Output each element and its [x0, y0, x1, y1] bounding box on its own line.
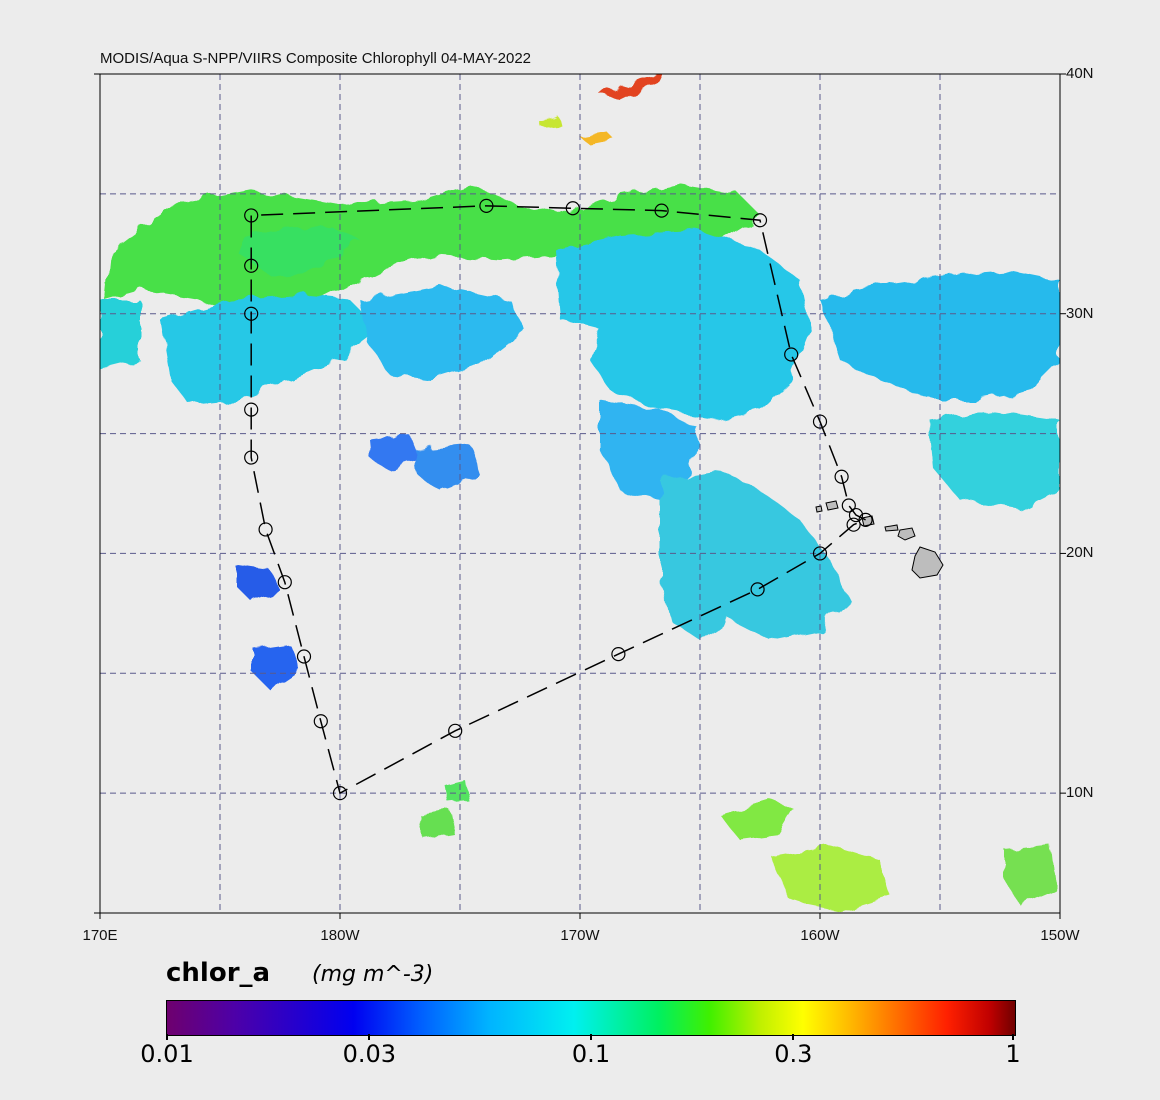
- cruise-waypoint: [258, 522, 273, 537]
- latitude-label: 40N: [1066, 65, 1094, 82]
- swath-east-cyan-2: [930, 410, 1060, 510]
- map-title: MODIS/Aqua S-NPP/VIIRS Composite Chlorop…: [100, 50, 532, 67]
- cruise-waypoint: [244, 258, 259, 273]
- cruise-waypoint: [448, 723, 463, 738]
- cruise-waypoint: [479, 198, 494, 213]
- cruise-waypoint: [277, 575, 292, 590]
- cruise-waypoint: [750, 582, 765, 597]
- swath-west-cyan-3: [100, 300, 140, 370]
- longitude-label: 170W: [560, 927, 600, 944]
- cruise-waypoint: [812, 414, 828, 429]
- cruise-waypoint: [611, 647, 626, 662]
- swath-south-green-2: [770, 845, 890, 910]
- cruise-waypoint: [244, 450, 259, 465]
- cruise-waypoint: [244, 208, 259, 223]
- swath-top-red: [600, 74, 664, 100]
- swath-top-yellow: [540, 118, 562, 128]
- cruise-waypoint: [244, 402, 259, 417]
- colorbar-tick-label: 0.03: [342, 1040, 397, 1068]
- swath-west-blue-4: [415, 445, 480, 490]
- swath-north-green: [105, 185, 760, 320]
- colorbar-tick: [1012, 1034, 1014, 1040]
- swath-center-cyan-2: [600, 400, 700, 500]
- swath-south-green-4: [420, 810, 455, 840]
- swath-west-cyan-2: [360, 285, 525, 380]
- cruise-waypoint: [846, 517, 861, 532]
- colorbar-variable: chlor_a: [166, 958, 271, 988]
- cruise-waypoint: [296, 649, 312, 664]
- colorbar-units: (mg m^-3): [312, 962, 434, 987]
- swath-west-blue-3: [370, 435, 420, 470]
- hawaii-islands: [815, 500, 944, 579]
- swath-west-blue: [235, 565, 280, 600]
- colorbar-tick: [368, 1034, 371, 1040]
- colorbar-tick: [792, 1034, 795, 1040]
- swath-north-green-2: [240, 225, 360, 275]
- cruise-waypoint: [332, 786, 348, 801]
- island-niihau: [815, 505, 823, 513]
- colorbar-tick-label: 0.1: [571, 1040, 611, 1068]
- cruise-track-line: [250, 205, 866, 795]
- cruise-waypoint: [244, 306, 259, 321]
- latitude-label: 30N: [1066, 304, 1094, 322]
- cruise-track: [244, 198, 873, 801]
- swath-top-orange: [578, 130, 615, 145]
- cruise-waypoint: [841, 498, 856, 513]
- longitude-label: 180W: [320, 927, 360, 944]
- island-big-island: [911, 546, 944, 579]
- swath-south-green-5: [445, 780, 468, 802]
- colorbar-tick: [590, 1034, 592, 1040]
- colorbar-tick-label: 1: [1005, 1040, 1021, 1068]
- chlorophyll-swaths: [100, 74, 1060, 910]
- longitude-label: 160W: [800, 927, 840, 944]
- colorbar: [166, 1000, 1016, 1036]
- latitude-label: 20N: [1066, 544, 1094, 562]
- swath-south-cyan: [660, 470, 850, 640]
- swath-south-green-1: [720, 800, 795, 840]
- cruise-waypoint: [313, 714, 328, 729]
- island-maui: [897, 527, 916, 541]
- colorbar-tick: [166, 1034, 168, 1040]
- island-kauai: [825, 500, 839, 511]
- cruise-waypoint: [654, 203, 669, 218]
- longitude-label: 170E: [82, 927, 118, 944]
- longitude-label: 150W: [1040, 927, 1080, 944]
- swath-west-blue-2: [255, 645, 300, 690]
- map-gridlines: [100, 74, 1060, 913]
- swath-west-cyan: [160, 295, 380, 405]
- island-molokai: [884, 524, 899, 532]
- latitude-label: 10N: [1066, 784, 1094, 802]
- cruise-waypoint: [834, 469, 849, 484]
- cruise-waypoint: [752, 213, 768, 228]
- swath-south-green-3: [1005, 845, 1055, 905]
- swath-center-cyan: [555, 230, 810, 420]
- cruise-waypoint: [812, 546, 828, 561]
- colorbar-tick-label: 0.3: [774, 1040, 813, 1068]
- cruise-waypoint: [848, 507, 864, 523]
- cruise-waypoint: [784, 347, 799, 362]
- cruise-waypoint: [858, 512, 873, 527]
- colorbar-tick-label: 0.01: [140, 1040, 194, 1068]
- map-frame-ticks: [94, 73, 1066, 919]
- cruise-waypoint: [565, 201, 580, 216]
